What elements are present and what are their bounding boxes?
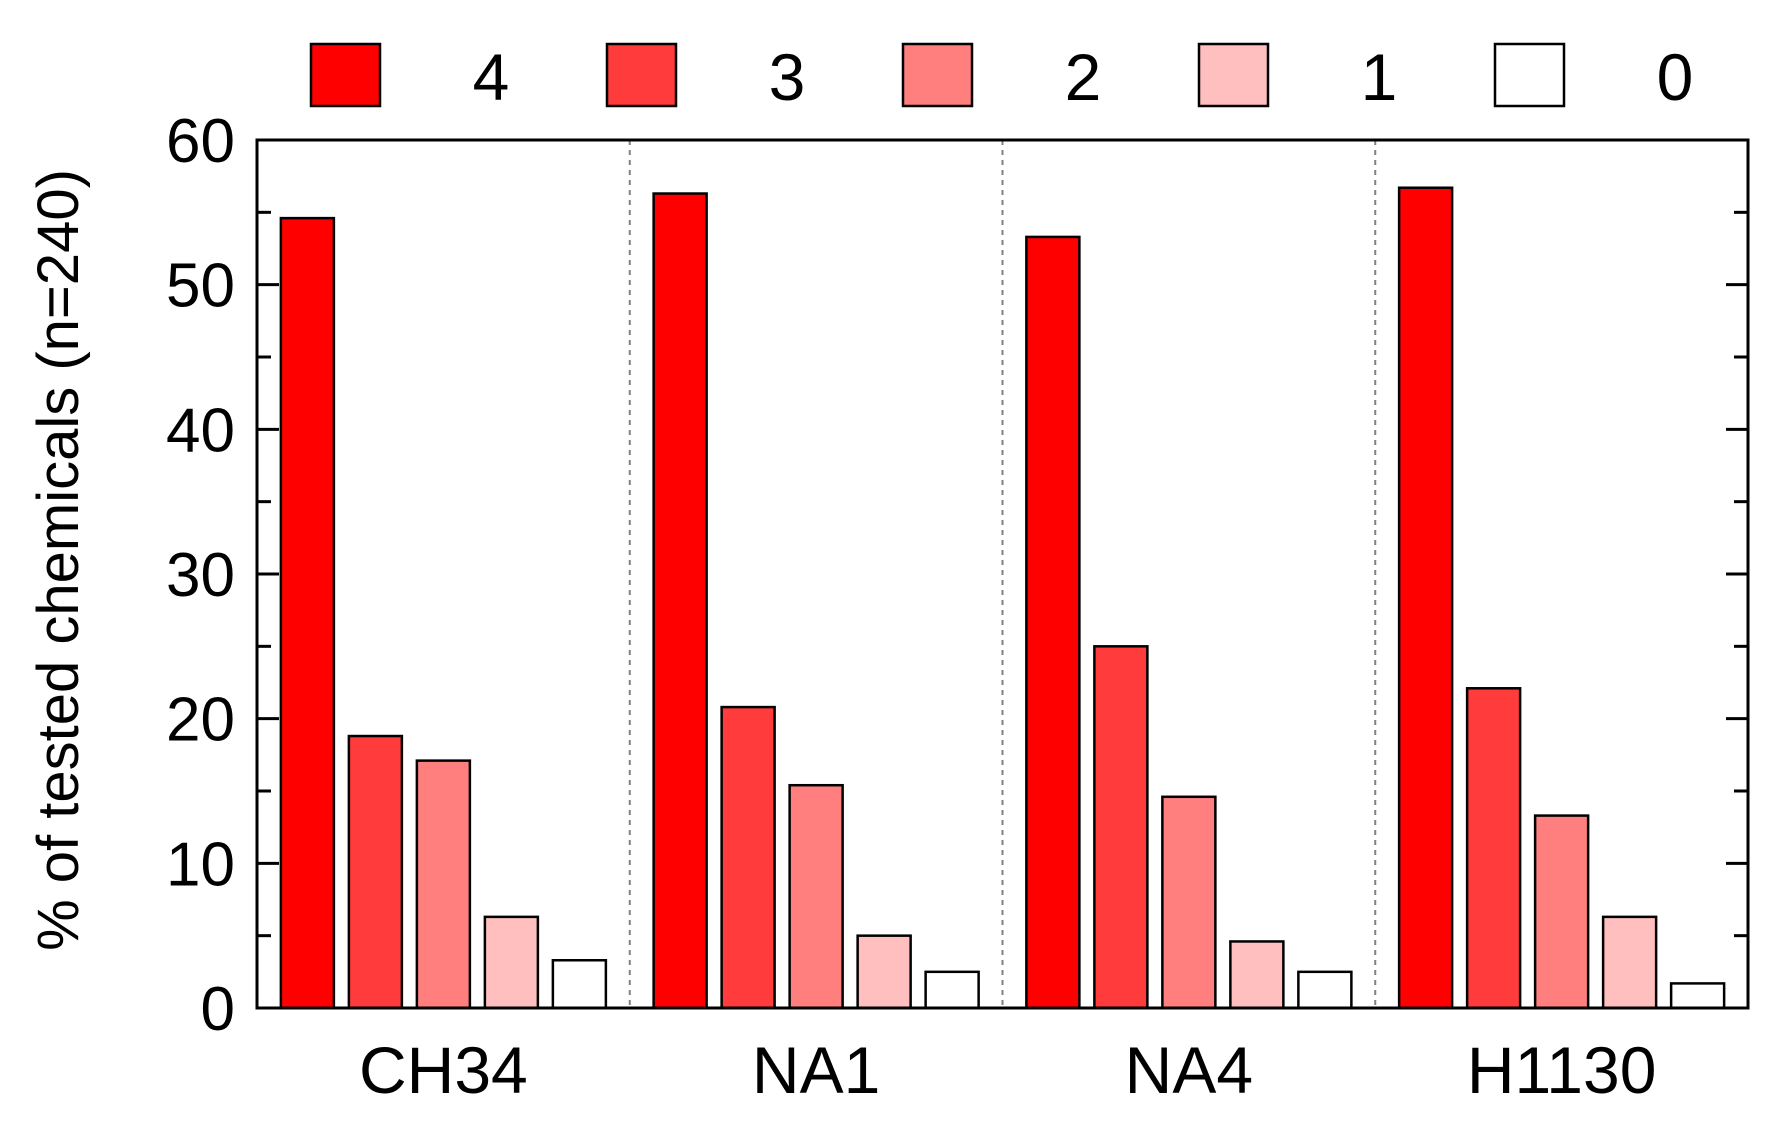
legend-swatch	[605, 42, 678, 108]
y-tick-label: 40	[166, 396, 235, 465]
legend: 4 3 2 1 0	[309, 40, 1694, 114]
bar-NA1-level-0	[924, 970, 980, 1010]
bar-CH34-level-1	[483, 915, 540, 1010]
legend-label: 1	[1361, 40, 1398, 114]
bar-NA1-level-1	[856, 934, 912, 1010]
y-tick-label: 0	[201, 975, 235, 1044]
bars	[279, 186, 1726, 1010]
legend-label: 4	[473, 40, 510, 114]
legend-label: 3	[769, 40, 806, 114]
bar-H1130-level-3	[1465, 687, 1522, 1010]
legend-swatch	[309, 42, 382, 108]
axis-ticks	[257, 138, 1748, 1010]
x-category-label: H1130	[1467, 1033, 1657, 1107]
y-tick-label: 50	[166, 252, 235, 321]
bar-CH34-level-0	[551, 959, 608, 1010]
bar-NA4-level-0	[1297, 970, 1353, 1010]
legend-swatch	[1493, 42, 1566, 108]
bar-NA1-level-3	[720, 705, 776, 1010]
y-tick-label: 30	[166, 541, 235, 610]
y-tick-label: 20	[166, 686, 235, 755]
bar-NA4-level-1	[1229, 940, 1285, 1010]
bar-H1130-level-0	[1669, 982, 1726, 1010]
bar-NA4-level-4	[1025, 235, 1081, 1010]
bar-CH34-level-4	[279, 216, 336, 1010]
x-category-label: NA1	[752, 1033, 880, 1107]
legend-label: 2	[1065, 40, 1102, 114]
bar-CH34-level-2	[415, 759, 472, 1010]
bar-NA1-level-2	[788, 783, 844, 1010]
legend-swatch	[901, 42, 974, 108]
x-category-label: CH34	[359, 1033, 528, 1107]
bar-NA1-level-4	[652, 192, 708, 1010]
y-tick-label: 60	[166, 107, 235, 176]
bar-NA4-level-3	[1093, 645, 1149, 1010]
bar-H1130-level-2	[1533, 814, 1590, 1010]
axis-labels: 0 10 20 30 40 50 60 CH34 NA1 NA4 H1130	[166, 107, 1656, 1107]
bar-H1130-level-4	[1397, 186, 1454, 1010]
bar-H1130-level-1	[1601, 915, 1658, 1010]
y-tick-label: 10	[166, 830, 235, 899]
legend-label: 0	[1657, 40, 1694, 114]
x-category-label: NA4	[1125, 1033, 1253, 1107]
bar-CH34-level-3	[347, 734, 404, 1010]
y-axis-title: % of tested chemicals (n=240)	[26, 169, 91, 951]
group-separators	[628, 140, 1377, 1008]
bar-NA4-level-2	[1161, 795, 1217, 1010]
legend-swatch	[1197, 42, 1270, 108]
